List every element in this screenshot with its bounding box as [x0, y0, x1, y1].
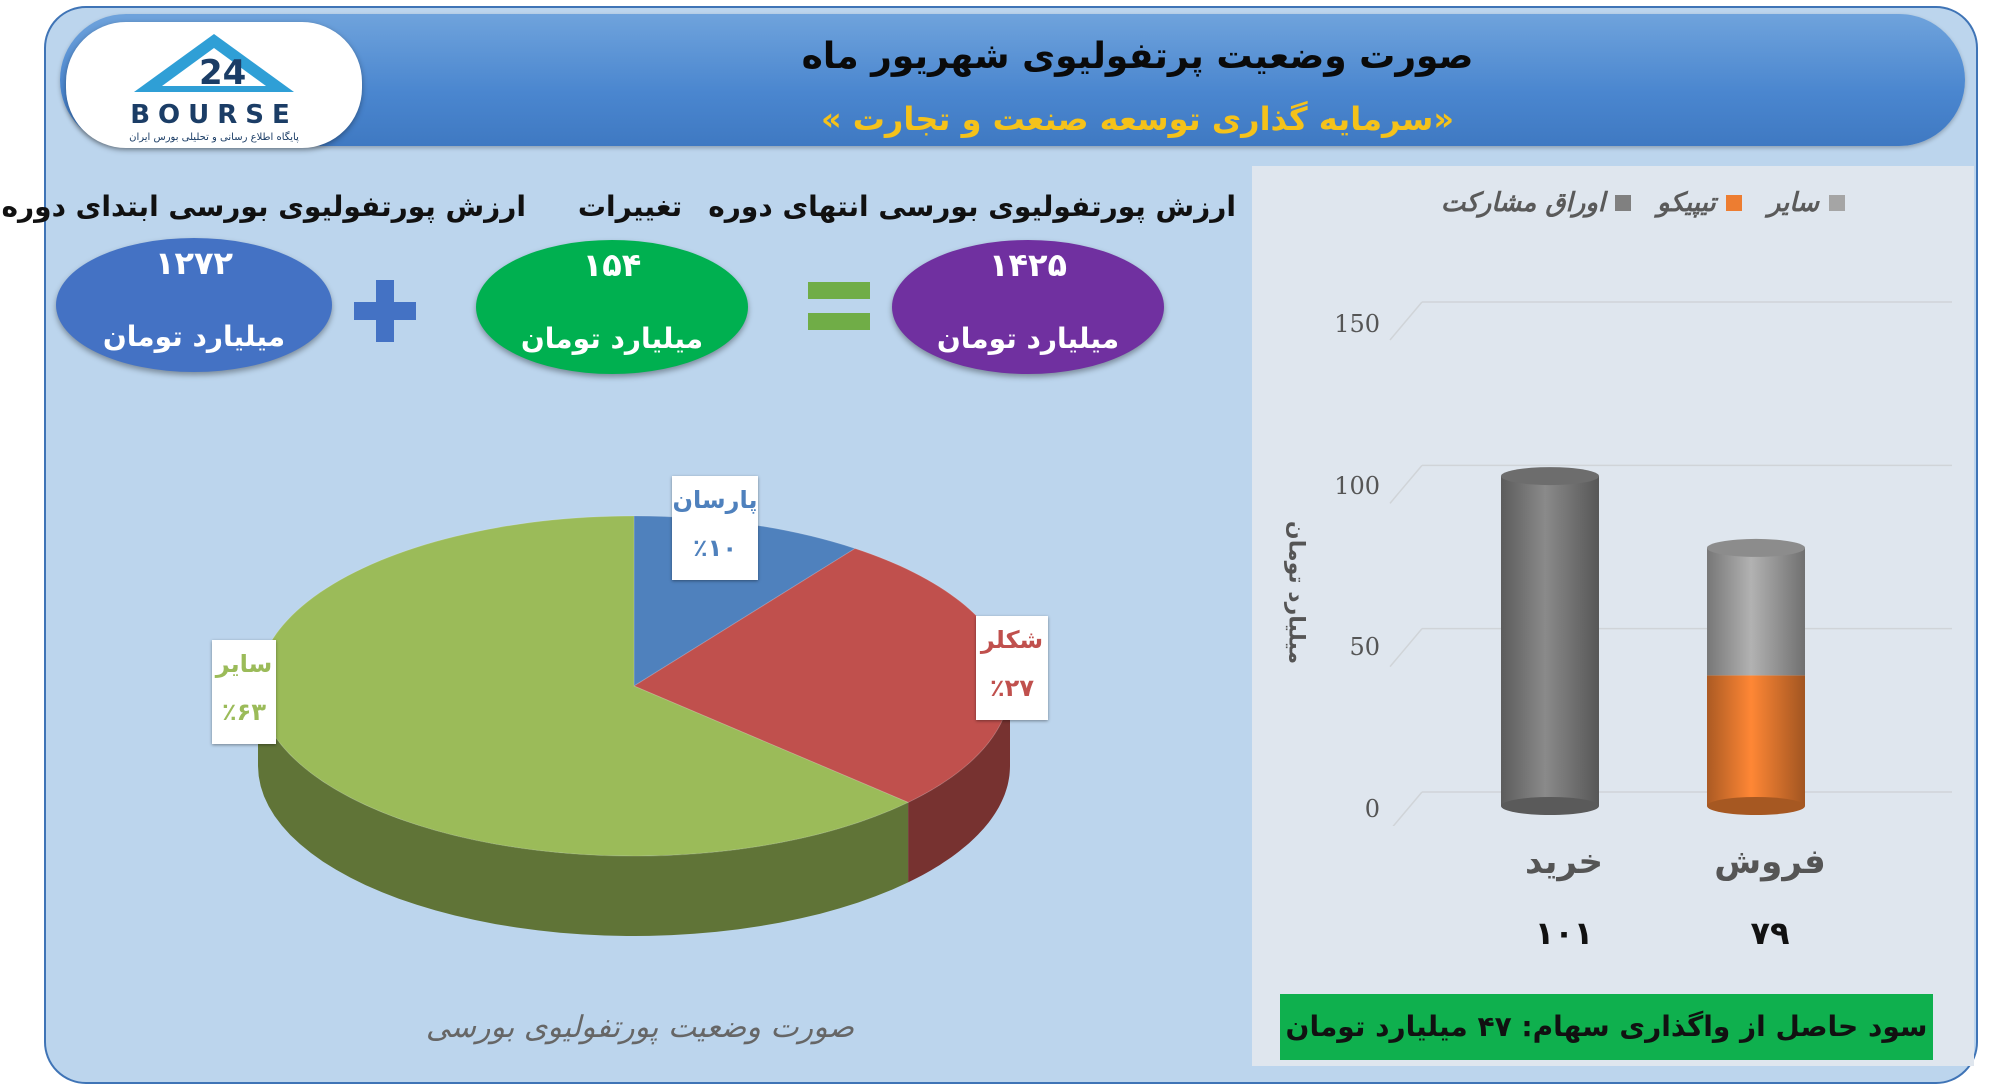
- legend-label: سایر: [1767, 188, 1819, 218]
- y-axis-label: میلیارد تومان: [1283, 520, 1309, 665]
- plus-icon: [354, 280, 416, 342]
- pie-label-name: شکلر: [980, 626, 1044, 654]
- legend-item-sayer: سایر: [1768, 188, 1845, 218]
- bar-base: [1501, 797, 1599, 815]
- legend-item-bonds: اوراق مشارکت: [1440, 188, 1632, 218]
- bar-legend: سایر تیپیکو اوراق مشارکت: [1441, 188, 1845, 218]
- end-value-number: ۱۴۲۵: [988, 246, 1068, 284]
- pie-slice: [257, 515, 910, 857]
- bar-segment: [1707, 675, 1805, 806]
- bourse-logo: 24 BOURSE پایگاه اطلاع رسانی و تحلیلی بو…: [66, 22, 362, 148]
- bar-segment: [1501, 476, 1599, 806]
- legend-swatch: [1829, 195, 1845, 211]
- y-tick-label: 50: [1349, 633, 1380, 661]
- category-label-buy: خرید: [1524, 842, 1604, 882]
- legend-swatch: [1615, 195, 1632, 211]
- pie-label-percent: ٪۱۰: [693, 534, 737, 562]
- pie-chart: [257, 515, 1011, 936]
- end-value-unit: میلیارد تومان: [936, 322, 1120, 355]
- logo-tagline: پایگاه اطلاع رسانی و تحلیلی بورس ایران: [129, 132, 299, 143]
- change-number: ۱۵۴: [582, 246, 642, 284]
- logo-wordmark: BOURSE: [130, 100, 298, 130]
- bar-base: [1707, 797, 1805, 815]
- bar-cap: [1501, 467, 1599, 486]
- pie-side-wall: [258, 686, 909, 936]
- header-banner: صورت وضعیت پرتفولیوی شهریور ماه «سرمایه …: [60, 14, 1965, 146]
- pie-label-percent: ٪۶۳: [222, 698, 266, 726]
- end-value-bubble: ۱۴۲۵ میلیارد تومان: [892, 240, 1164, 374]
- bar-cap: [1707, 538, 1805, 557]
- equals-icon: [808, 282, 870, 330]
- pie-label-sayer: سایر ٪۶۳: [212, 640, 276, 744]
- category-label-sell: فروش: [1714, 842, 1826, 882]
- gridline-depth: [1389, 301, 1423, 341]
- y-tick-label: 100: [1334, 472, 1380, 500]
- category-total-buy: ۱۰۱: [1534, 914, 1594, 952]
- gridline-depth: [1389, 628, 1423, 668]
- pie-label-name: سایر: [215, 650, 273, 678]
- start-value-unit: میلیارد تومان: [102, 320, 286, 353]
- end-value-label: ارزش پورتفولیوی بورسی انتهای دوره: [708, 190, 1236, 223]
- change-unit: میلیارد تومان: [520, 322, 704, 355]
- y-tick-label: 0: [1364, 795, 1380, 823]
- gridline-depth: [1389, 464, 1423, 504]
- bar-chart: [1389, 301, 1952, 826]
- category-total-sell: ۷۹: [1750, 914, 1790, 952]
- profit-banner: سود حاصل از واگذاری سهام: ۴۷ میلیارد توم…: [1280, 994, 1933, 1060]
- page-title: صورت وضعیت پرتفولیوی شهریور ماه: [801, 36, 1474, 77]
- legend-item-tipico: تیپیکو: [1657, 188, 1742, 218]
- pie-label-percent: ٪۲۷: [990, 674, 1034, 702]
- pie-label-parsan: پارسان ٪۱۰: [672, 476, 758, 580]
- page-subtitle: «سرمایه گذاری توسعه صنعت و تجارت »: [820, 100, 1455, 138]
- change-label: تغییرات: [577, 190, 683, 223]
- legend-swatch: [1725, 195, 1742, 211]
- start-value-label: ارزش پورتفولیوی بورسی ابتدای دوره: [1, 190, 526, 223]
- bar-segment: [1707, 547, 1805, 676]
- legend-label: اوراق مشارکت: [1440, 188, 1606, 218]
- pie-caption: صورت وضعیت پورتفولیوی بورسی: [425, 1010, 855, 1045]
- pie-side-wall: [908, 686, 1010, 883]
- logo-mark-icon: 24: [134, 34, 294, 93]
- change-bubble: ۱۵۴ میلیارد تومان: [476, 240, 748, 374]
- pie-label-name: پارسان: [672, 486, 758, 514]
- svg-text:24: 24: [199, 53, 246, 93]
- gridline-depth: [1392, 791, 1423, 826]
- pie-label-shekkar: شکلر ٪۲۷: [976, 616, 1048, 720]
- start-value-bubble: ۱۲۷۲ میلیارد تومان: [56, 238, 332, 372]
- start-value-number: ۱۲۷۲: [154, 244, 234, 282]
- bar-chart-panel: [1252, 166, 1974, 1066]
- legend-label: تیپیکو: [1657, 188, 1716, 218]
- y-tick-label: 150: [1334, 310, 1380, 338]
